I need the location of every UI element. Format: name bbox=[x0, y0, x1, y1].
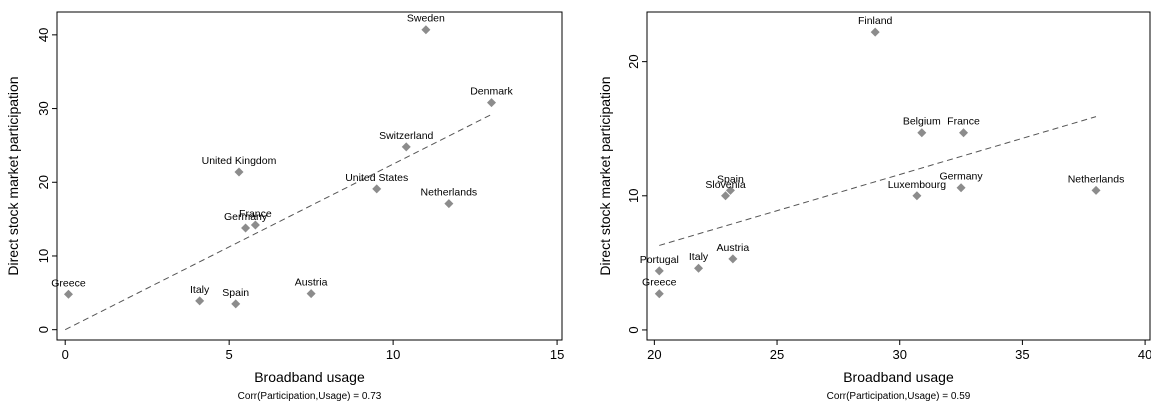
fit-line bbox=[64, 114, 492, 331]
point-label: Switzerland bbox=[379, 130, 433, 142]
y-tick-label: 0 bbox=[36, 326, 51, 333]
point bbox=[694, 263, 704, 273]
point-label: Finland bbox=[858, 15, 893, 27]
point bbox=[1091, 185, 1101, 195]
point-label: Spain bbox=[717, 173, 744, 185]
x-axis-title: Broadband usage bbox=[843, 369, 954, 385]
point-label: Netherlands bbox=[1068, 173, 1125, 185]
x-tick-label: 0 bbox=[62, 347, 69, 362]
point bbox=[728, 254, 738, 264]
y-tick-label: 20 bbox=[36, 175, 51, 189]
point bbox=[234, 167, 244, 177]
x-tick-label: 15 bbox=[550, 347, 564, 362]
note: Corr(Participation,Usage) = 0.73 bbox=[238, 391, 382, 402]
y-tick-label: 40 bbox=[36, 28, 51, 42]
point bbox=[721, 191, 731, 201]
point-label: Denmark bbox=[470, 86, 513, 98]
point-label: Luxembourg bbox=[888, 179, 947, 191]
y-tick-label: 10 bbox=[626, 189, 641, 203]
point bbox=[306, 289, 316, 299]
point-label: Italy bbox=[190, 284, 210, 296]
point-label: Netherlands bbox=[421, 187, 478, 199]
point-label: France bbox=[239, 208, 272, 220]
point bbox=[444, 199, 454, 209]
y-axis-title: Direct stock market participation bbox=[5, 76, 21, 275]
point bbox=[63, 289, 73, 299]
point bbox=[725, 185, 735, 195]
point-label: Portugal bbox=[640, 254, 679, 266]
point bbox=[250, 220, 260, 230]
point bbox=[654, 289, 664, 299]
point-label: Belgium bbox=[903, 116, 941, 128]
point bbox=[917, 128, 927, 138]
chart: 0 10 20 20 25 30 35 40 Broadband usage Corr(Parti… bbox=[597, 11, 1151, 402]
point-label: Greece bbox=[642, 277, 677, 289]
y-tick-label: 20 bbox=[626, 54, 641, 68]
chart: 0 10 20 30 40 0 5 10 15 Broadband usage Corr(Parti… bbox=[5, 11, 564, 402]
point-label: Italy bbox=[689, 251, 709, 263]
point bbox=[241, 223, 251, 233]
y-tick-label: 10 bbox=[36, 249, 51, 263]
point-label: Germany bbox=[939, 171, 983, 183]
point-label: France bbox=[947, 116, 980, 128]
x-tick-label: 35 bbox=[1015, 347, 1029, 362]
point bbox=[421, 25, 431, 35]
point bbox=[956, 183, 966, 193]
x-axis-title: Broadband usage bbox=[254, 369, 365, 385]
point bbox=[959, 128, 969, 138]
point-label: Germany bbox=[224, 211, 268, 223]
point bbox=[372, 184, 382, 194]
point bbox=[195, 296, 205, 306]
note: Corr(Participation,Usage) = 0.59 bbox=[827, 391, 971, 402]
x-tick-label: 30 bbox=[892, 347, 906, 362]
x-tick-label: 10 bbox=[386, 347, 400, 362]
x-tick-label: 20 bbox=[647, 347, 661, 362]
point bbox=[231, 299, 241, 309]
point-label: United States bbox=[345, 172, 408, 184]
y-tick-label: 30 bbox=[36, 101, 51, 115]
x-tick-label: 40 bbox=[1138, 347, 1151, 362]
plot-frame bbox=[646, 11, 1151, 341]
point-label: Spain bbox=[222, 287, 249, 299]
point bbox=[912, 191, 922, 201]
point-label: Austria bbox=[717, 242, 750, 254]
point bbox=[654, 266, 664, 276]
point bbox=[486, 98, 496, 108]
x-tick-label: 5 bbox=[226, 347, 233, 362]
plot-frame bbox=[56, 11, 563, 341]
x-tick-label: 25 bbox=[770, 347, 784, 362]
point-label: Slovenia bbox=[705, 179, 745, 191]
point-label: Austria bbox=[295, 277, 328, 289]
point bbox=[870, 27, 880, 37]
point-label: United Kingdom bbox=[202, 155, 277, 167]
point bbox=[401, 142, 411, 152]
point-label: Greece bbox=[51, 277, 86, 289]
y-axis-title: Direct stock market participation bbox=[597, 76, 613, 275]
y-tick-label: 0 bbox=[626, 326, 641, 333]
fit-line bbox=[659, 116, 1097, 246]
point-label: Sweden bbox=[407, 13, 445, 25]
